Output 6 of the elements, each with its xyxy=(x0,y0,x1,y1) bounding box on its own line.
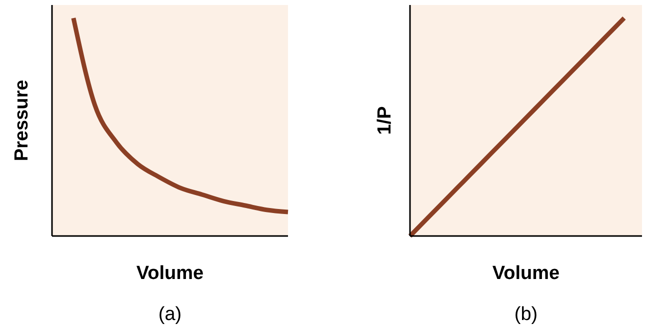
text: (b) xyxy=(514,304,538,325)
x-axis-title: Volume xyxy=(492,263,560,284)
y-axis-title: Pressure xyxy=(12,80,32,162)
x-axis-title: Volume xyxy=(136,263,204,284)
text: (a) xyxy=(158,304,182,325)
y-axis-title: 1/P xyxy=(374,106,396,135)
